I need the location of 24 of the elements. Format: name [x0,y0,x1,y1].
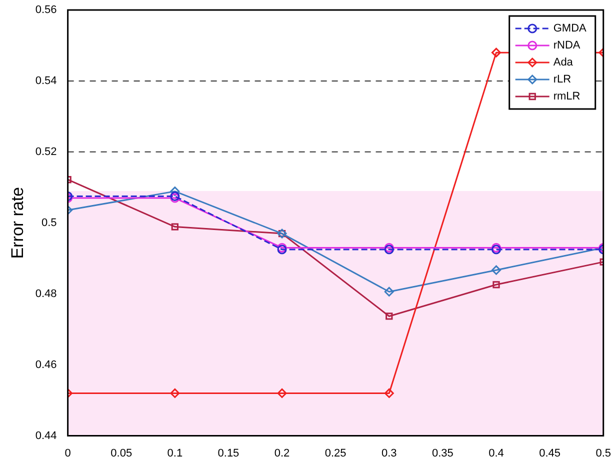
x-tick-label: 0.45 [539,447,561,460]
x-tick-label: 0.25 [324,447,346,460]
x-tick-label: 0.1 [167,447,183,460]
legend-label: rNDA [553,40,581,52]
y-tick-label: 0.5 [42,216,57,229]
legend-label: rmLR [553,90,580,103]
x-tick-label: 0.3 [381,447,397,460]
x-tick-label: 0.5 [596,447,612,460]
x-tick-label: 0.05 [110,447,132,460]
x-tick-label: 0.4 [488,447,504,460]
y-tick-label: 0.44 [35,430,57,442]
y-tick-label: 0.48 [35,288,57,300]
legend-label: Ada [553,56,574,69]
x-tick-label: 0.2 [274,447,290,460]
y-tick-label: 0.56 [35,4,57,16]
legend-label: rLR [553,74,572,86]
y-tick-label: 0.54 [35,75,57,87]
y-tick-label: 0.52 [35,146,57,158]
x-tick-label: 0.35 [432,447,454,460]
x-tick-label: 0 [64,447,71,460]
x-tick-label: 0.15 [218,447,240,460]
legend-label: GMDA [553,22,588,35]
y-axis-title: Error rate [8,187,27,259]
y-tick-label: 0.46 [35,358,57,371]
